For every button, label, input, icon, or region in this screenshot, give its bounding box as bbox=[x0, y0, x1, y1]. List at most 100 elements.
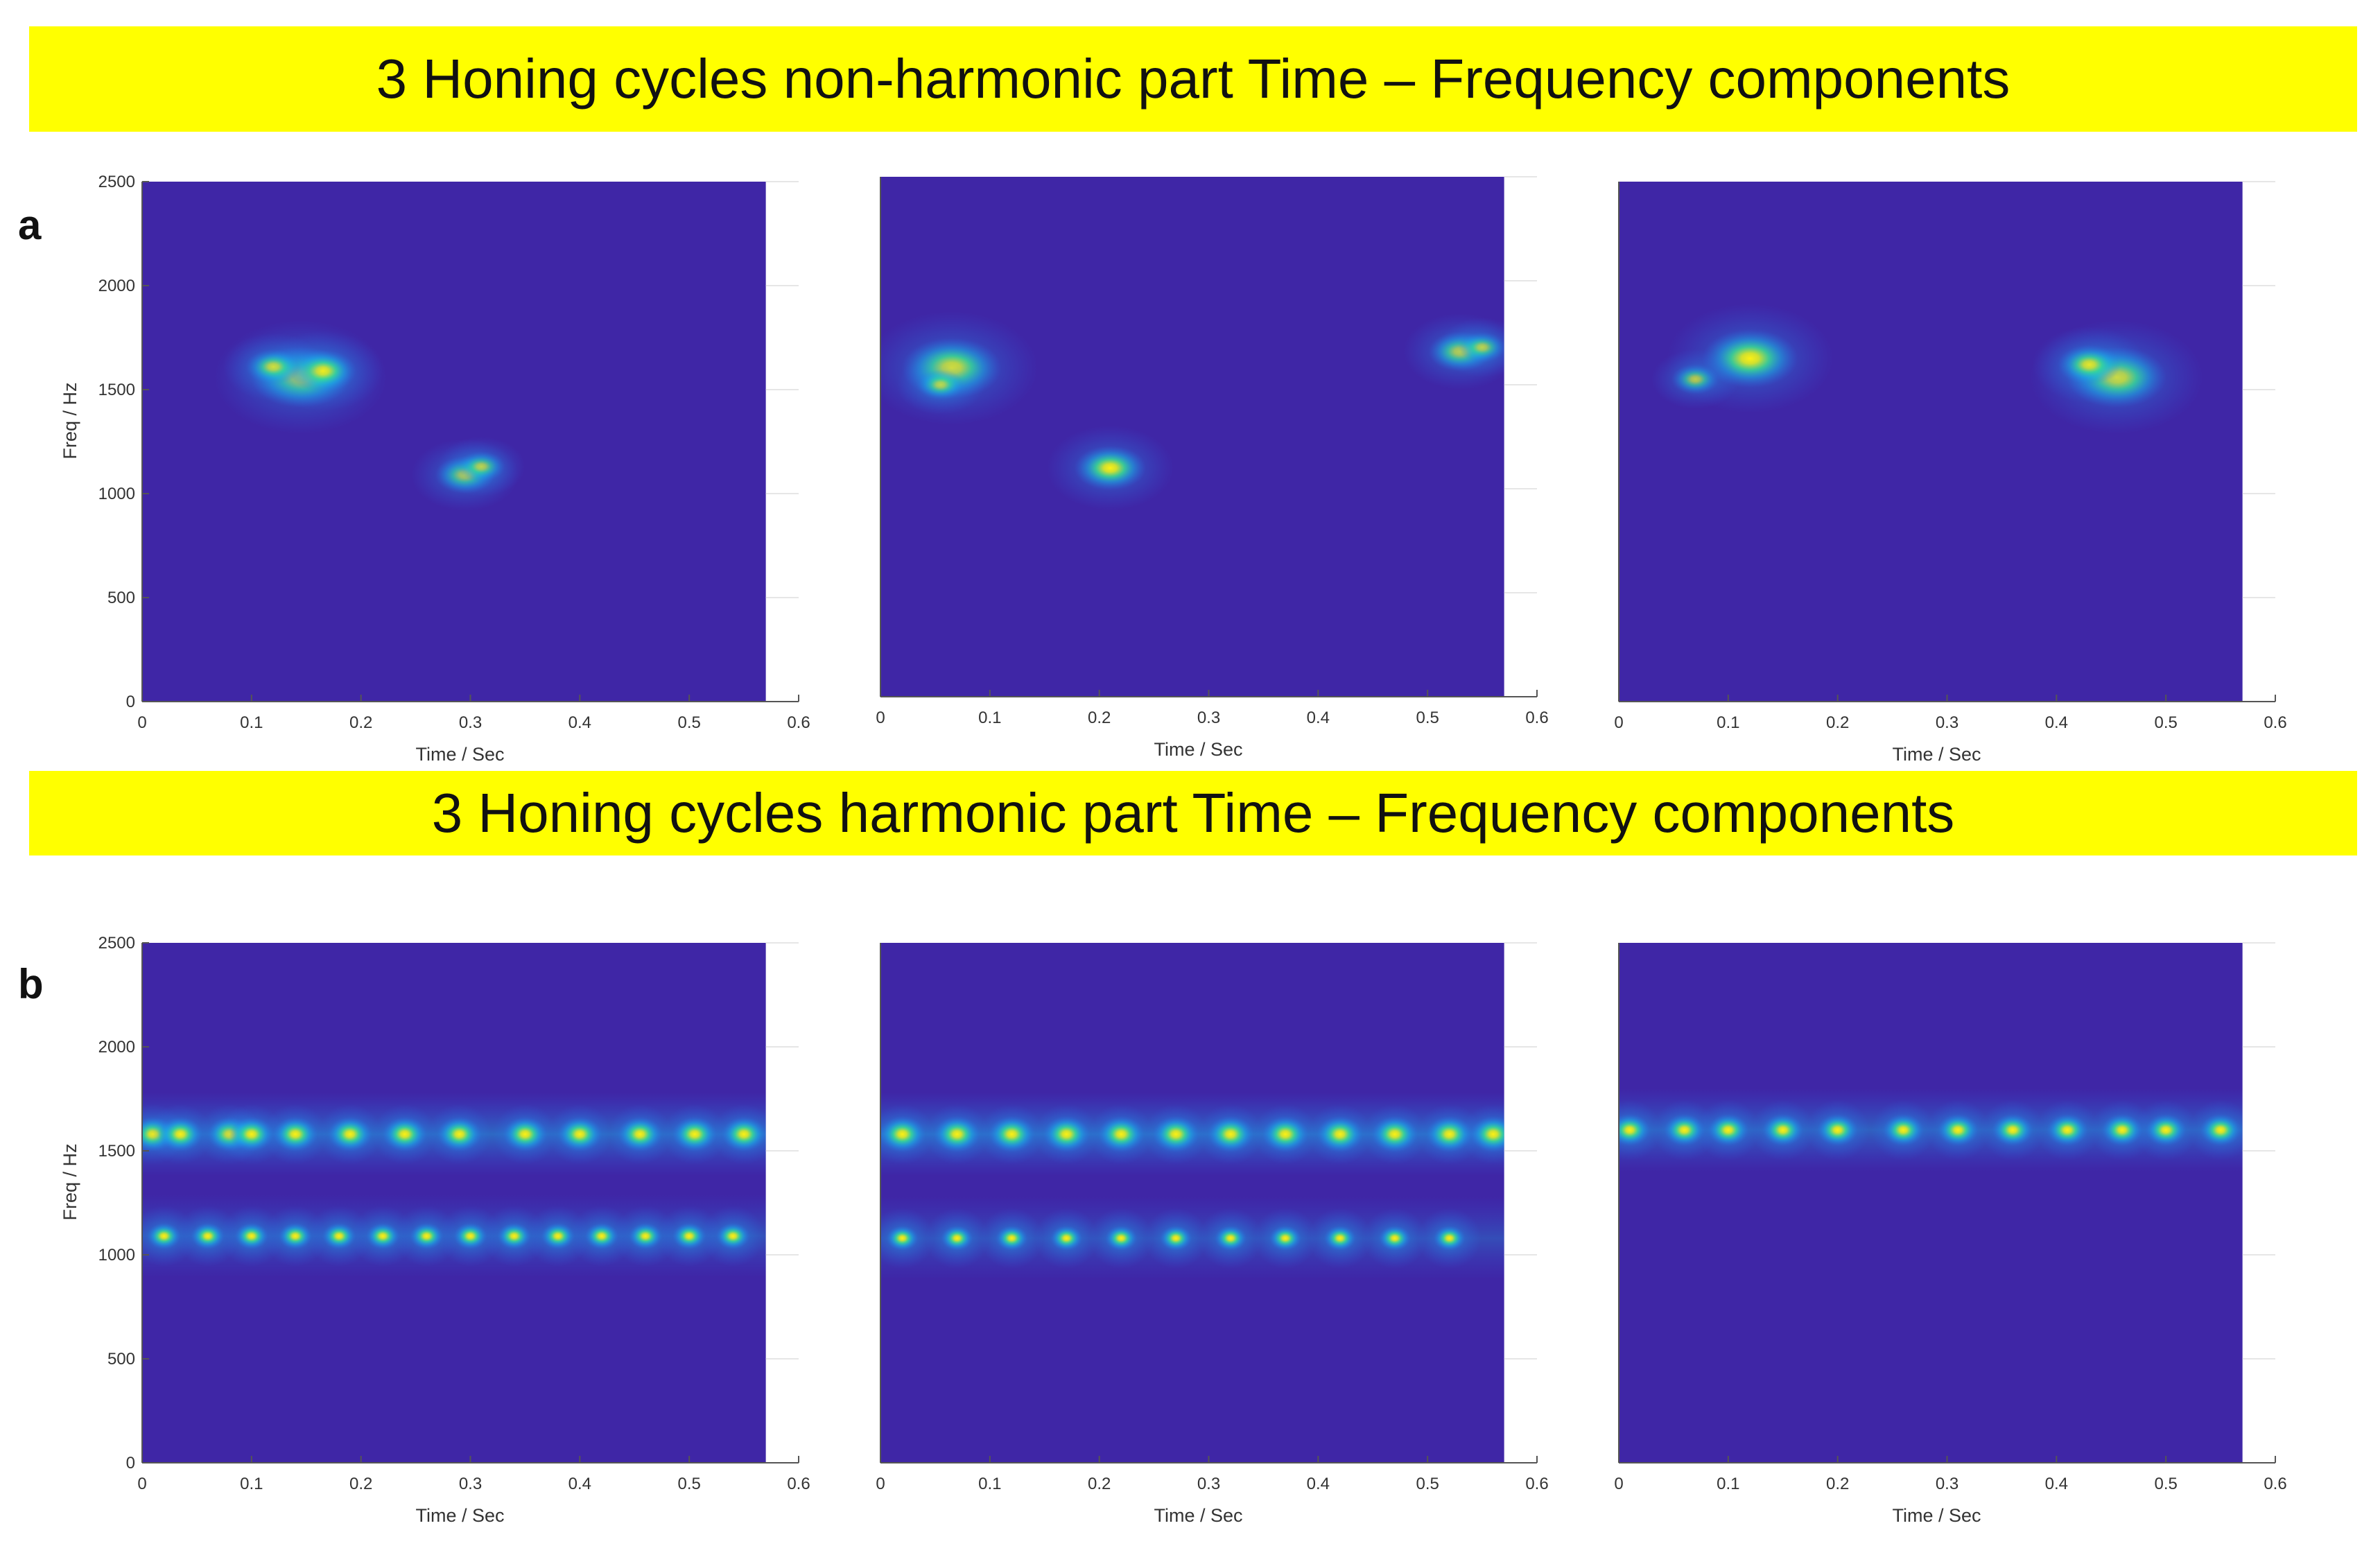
harmonic-peak bbox=[557, 1117, 602, 1152]
harmonic-peak bbox=[2145, 1114, 2187, 1146]
spectrogram-image bbox=[880, 177, 1504, 697]
harmonic-peak bbox=[158, 1117, 203, 1152]
harmonic-peak bbox=[628, 1223, 663, 1249]
y-axis-title: Freq / Hz bbox=[60, 1143, 80, 1220]
harmonic-peak bbox=[191, 1223, 225, 1249]
harmonic-peak bbox=[234, 1223, 269, 1249]
x-tick-label: 0.1 bbox=[240, 1475, 263, 1493]
harmonic-peak bbox=[278, 1223, 313, 1249]
x-tick-label: 0.4 bbox=[2045, 1475, 2068, 1493]
harmonic-peak bbox=[327, 1117, 372, 1152]
spectrogram-b1: 0 0.1 0.2 0.3 0.4 0.5 0.6 0 500 1000 1500 2000 2500 T… bbox=[60, 934, 810, 1526]
harmonic-peak bbox=[716, 1223, 750, 1249]
x-tick-label: 0.3 bbox=[459, 1475, 482, 1493]
x-tick-label: 0 bbox=[137, 713, 146, 732]
x-tick-label: 0.4 bbox=[568, 713, 591, 732]
spectrogram-a3: 0 0.1 0.2 0.3 0.4 0.5 0.6 Time / Sec bbox=[1614, 181, 2287, 765]
x-tick-label: 0.2 bbox=[349, 1475, 372, 1493]
x-tick-label: 0 bbox=[137, 1475, 146, 1493]
harmonic-peak bbox=[1050, 1226, 1083, 1251]
harmonic-peak bbox=[541, 1223, 575, 1249]
x-tick-label: 0.5 bbox=[1416, 709, 1439, 727]
harmonic-peak bbox=[1817, 1114, 1859, 1146]
x-tick-label: 0 bbox=[876, 1475, 885, 1493]
harmonic-peak bbox=[1378, 1226, 1411, 1251]
harmonic-peak bbox=[880, 1116, 926, 1152]
x-tick-label: 0.2 bbox=[1088, 709, 1111, 727]
banner-harmonic: 3 Honing cycles harmonic part Time – Fre… bbox=[29, 771, 2357, 855]
x-tick-label: 0.2 bbox=[1826, 713, 1849, 732]
spectrogram-b2: 0 0.1 0.2 0.3 0.4 0.5 0.6 Time / Sec bbox=[876, 942, 1549, 1526]
harmonic-peak bbox=[1882, 1114, 1924, 1146]
spectrogram-image bbox=[1619, 182, 2243, 702]
harmonic-peak bbox=[1043, 1116, 1090, 1152]
harmonic-peak bbox=[1762, 1114, 1804, 1146]
harmonic-peak bbox=[365, 1223, 400, 1249]
harmonic-peak bbox=[934, 1116, 980, 1152]
harmonic-peak bbox=[2200, 1114, 2241, 1146]
x-tick-label: 0.3 bbox=[459, 713, 482, 732]
y-tick-label: 0 bbox=[126, 1454, 135, 1473]
harmonic-peak bbox=[584, 1223, 619, 1249]
x-axis-title: Time / Sec bbox=[415, 744, 504, 765]
spectrogram-a2: 0 0.1 0.2 0.3 0.4 0.5 0.6 Time / Sec bbox=[876, 176, 1549, 760]
harmonic-peak bbox=[1152, 1116, 1199, 1152]
harmonic-peak bbox=[1215, 1226, 1247, 1251]
x-tick-label: 0.1 bbox=[1717, 713, 1739, 732]
harmonic-peak bbox=[672, 1223, 706, 1249]
energy-peak bbox=[1458, 332, 1504, 363]
harmonic-peak bbox=[382, 1117, 427, 1152]
x-tick-label: 0 bbox=[1614, 713, 1623, 732]
y-tick-label: 2000 bbox=[98, 277, 135, 295]
y-tick-label: 2500 bbox=[98, 934, 135, 953]
harmonic-peak bbox=[410, 1223, 444, 1249]
harmonic-peak bbox=[1371, 1116, 1418, 1152]
x-tick-label: 0.5 bbox=[1416, 1475, 1439, 1493]
energy-peak bbox=[2057, 345, 2121, 385]
harmonic-peak bbox=[1105, 1226, 1138, 1251]
x-tick-label: 0.5 bbox=[2154, 713, 2177, 732]
harmonic-peak bbox=[272, 1117, 318, 1152]
y-tick-label: 1500 bbox=[98, 1142, 135, 1161]
harmonic-peak bbox=[1207, 1116, 1254, 1152]
y-tick-label: 500 bbox=[107, 1350, 135, 1369]
panel-label-b: b bbox=[18, 961, 44, 1007]
harmonic-peak bbox=[1317, 1116, 1364, 1152]
harmonic-peak bbox=[1160, 1226, 1192, 1251]
harmonic-peak bbox=[503, 1117, 548, 1152]
x-tick-label: 0 bbox=[1614, 1475, 1623, 1493]
energy-peak bbox=[1671, 364, 1719, 394]
panel-label-a: a bbox=[18, 202, 42, 248]
x-tick-label: 0.4 bbox=[1307, 709, 1330, 727]
energy-peak bbox=[1074, 445, 1147, 491]
x-axis-title: Time / Sec bbox=[1892, 1505, 1981, 1526]
y-tick-label: 1000 bbox=[98, 1246, 135, 1265]
harmonic-peak bbox=[322, 1223, 356, 1249]
harmonic-peak bbox=[1269, 1226, 1301, 1251]
harmonic-peak bbox=[1664, 1114, 1705, 1146]
x-tick-label: 0.2 bbox=[1826, 1475, 1849, 1493]
y-tick-label: 0 bbox=[126, 693, 135, 711]
y-tick-label: 1500 bbox=[98, 381, 135, 399]
harmonic-peak bbox=[437, 1117, 482, 1152]
harmonic-peak bbox=[721, 1117, 766, 1152]
harmonic-peak bbox=[996, 1226, 1028, 1251]
x-tick-label: 0.3 bbox=[1197, 709, 1220, 727]
energy-peak bbox=[457, 451, 505, 482]
x-tick-label: 0.5 bbox=[677, 1475, 700, 1493]
x-tick-label: 0.1 bbox=[978, 709, 1001, 727]
harmonic-peak bbox=[1262, 1116, 1309, 1152]
harmonic-peak bbox=[941, 1226, 973, 1251]
x-tick-label: 0.3 bbox=[1936, 1475, 1958, 1493]
x-tick-label: 0.3 bbox=[1197, 1475, 1220, 1493]
x-tick-label: 0 bbox=[876, 709, 885, 727]
x-axis-title: Time / Sec bbox=[1154, 739, 1242, 760]
x-tick-label: 0.2 bbox=[349, 713, 372, 732]
spectrogram-image bbox=[1619, 943, 2243, 1463]
harmonic-peak bbox=[1426, 1116, 1473, 1152]
y-tick-label: 1000 bbox=[98, 485, 135, 503]
harmonic-peak bbox=[229, 1117, 274, 1152]
harmonic-peak bbox=[672, 1117, 718, 1152]
x-axis-title: Time / Sec bbox=[1154, 1505, 1242, 1526]
x-tick-label: 0.6 bbox=[1525, 1475, 1548, 1493]
